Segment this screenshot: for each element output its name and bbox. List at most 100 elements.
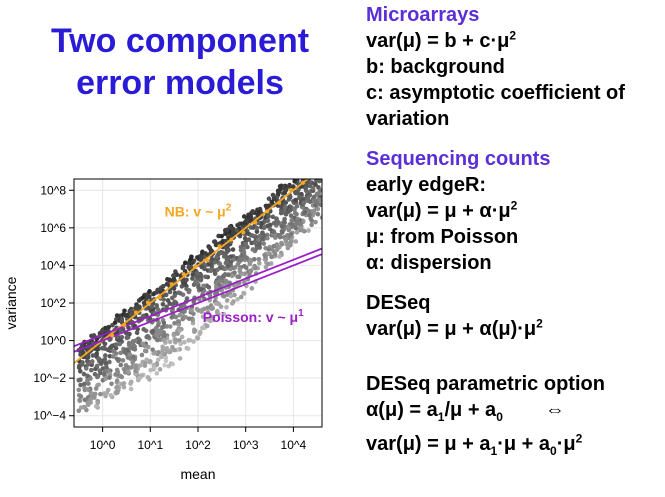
data-point: [158, 287, 163, 292]
data-point: [164, 304, 169, 310]
data-point: [283, 237, 288, 242]
data-point: [277, 254, 282, 259]
data-point: [319, 215, 322, 220]
data-point: [154, 371, 160, 376]
data-point: [221, 311, 227, 317]
data-point: [223, 278, 229, 284]
data-point: [76, 387, 82, 393]
data-point: [315, 211, 321, 217]
data-point: [108, 345, 113, 350]
deseq-param-section: DESeq parametric option α(μ) = a1/μ + a0…: [366, 371, 665, 457]
data-point: [205, 310, 211, 315]
data-point: [285, 243, 291, 249]
data-point: [158, 329, 164, 335]
data-point: [91, 333, 97, 338]
poisson-annotation-text: Poisson: v ~ μ: [203, 309, 298, 325]
deseq-formula-text: var(μ) = μ + α(μ)·μ: [366, 318, 537, 340]
data-point: [194, 306, 200, 312]
data-point: [171, 276, 177, 282]
data-point: [140, 341, 146, 347]
data-point: [275, 219, 281, 225]
data-point: [241, 250, 247, 255]
nb-point: [265, 209, 270, 214]
data-point: [214, 254, 220, 260]
data-point: [94, 363, 100, 369]
data-point: [109, 381, 114, 387]
data-point: [156, 357, 161, 362]
nb-point: [300, 180, 305, 185]
data-point: [228, 259, 234, 265]
y-tick-label: 10^6: [40, 221, 66, 235]
data-point: [309, 218, 315, 223]
poisson-annotation-exp: 1: [298, 308, 304, 319]
data-point: [156, 307, 161, 313]
data-point: [126, 340, 132, 346]
microarrays-formula-exp: 2: [509, 28, 517, 43]
data-point: [118, 362, 124, 368]
data-point: [223, 260, 229, 266]
data-point: [303, 185, 308, 191]
data-point: [189, 308, 194, 313]
data-point: [265, 261, 271, 267]
nb-point: [110, 333, 115, 338]
data-point: [305, 196, 311, 201]
data-point: [77, 368, 83, 374]
data-point: [182, 309, 187, 314]
data-point: [164, 281, 170, 287]
data-point: [254, 225, 260, 231]
data-point: [250, 247, 256, 252]
data-point: [208, 268, 214, 274]
data-point: [176, 319, 182, 324]
data-point: [248, 269, 253, 275]
data-point: [298, 221, 303, 227]
data-point: [101, 345, 107, 351]
data-point: [172, 347, 177, 353]
data-point: [117, 341, 123, 347]
data-point: [186, 264, 191, 270]
data-point: [108, 393, 114, 398]
nb-point: [253, 220, 258, 225]
data-point: [216, 301, 222, 307]
data-point: [141, 300, 147, 306]
data-point: [88, 400, 93, 405]
data-point: [122, 349, 127, 354]
data-point: [184, 286, 189, 292]
data-point: [269, 199, 275, 205]
data-point: [81, 381, 87, 387]
deseq-formula: var(μ) = μ + α(μ)·μ2: [366, 316, 543, 342]
data-point: [178, 341, 184, 347]
data-point: [244, 255, 249, 260]
data-point: [119, 318, 125, 324]
nb-point: [122, 323, 127, 328]
edger-label: early edgeR:: [366, 174, 487, 196]
microarrays-formula: var(μ) = b + c·μ2: [366, 28, 625, 54]
y-tick-label: 10^4: [40, 258, 66, 272]
data-point: [239, 253, 245, 259]
data-point: [107, 353, 113, 359]
nb-point: [169, 282, 174, 287]
data-point: [152, 350, 158, 355]
data-point: [126, 369, 131, 375]
data-point: [190, 317, 196, 323]
deseq-label: DESeq: [366, 292, 431, 314]
data-point: [76, 408, 82, 414]
data-point: [199, 309, 204, 314]
poisson-annotation: Poisson: v ~ μ1: [203, 308, 304, 325]
data-point: [237, 268, 243, 274]
data-point: [255, 212, 261, 218]
data-point: [216, 275, 221, 281]
data-point: [224, 227, 230, 233]
data-point: [277, 184, 283, 189]
nb-point: [289, 187, 293, 192]
microarrays-section: Microarrays var(μ) = b + c·μ2 b: backgro…: [366, 2, 625, 132]
x-tick-label: 10^3: [233, 438, 259, 452]
data-point: [257, 242, 262, 247]
nb-annotation: NB: v ~ μ2: [165, 203, 232, 220]
data-point: [297, 226, 302, 231]
slide-title-line2: error models: [76, 64, 284, 102]
data-point: [85, 387, 91, 392]
data-point: [139, 352, 145, 358]
data-point: [279, 228, 285, 234]
data-point: [162, 351, 168, 357]
data-point: [232, 270, 237, 275]
